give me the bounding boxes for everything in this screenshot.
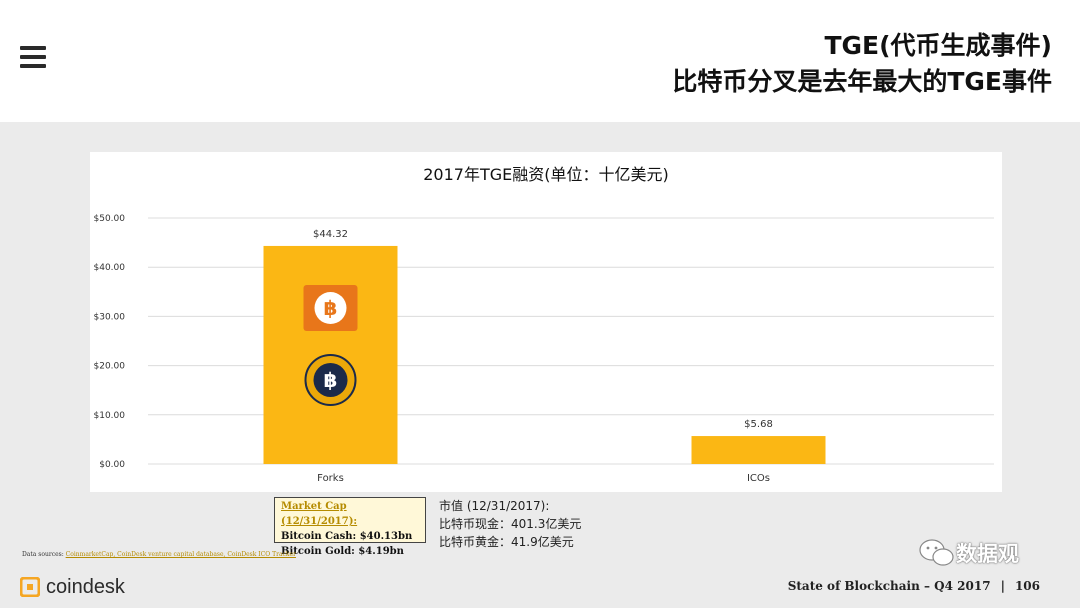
market-cap-note-cn: 市值 (12/31/2017): 比特币现金：401.3亿美元 比特币黄金：41… [439, 497, 581, 551]
x-tick-label: ICOs [747, 473, 770, 484]
y-tick-label: $0.00 [99, 460, 125, 470]
cn-note-line-3: 比特币黄金：41.9亿美元 [439, 535, 574, 549]
title-line-1: TGE(代币生成事件) [824, 31, 1052, 60]
market-cap-btg: Bitcoin Gold: $4.19bn [281, 546, 404, 557]
chart-title: 2017年TGE融资(单位：十亿美元) [423, 165, 669, 184]
coindesk-logo-icon [19, 576, 41, 598]
cn-note-line-2: 比特币现金：401.3亿美元 [439, 517, 582, 531]
bar-icos [691, 436, 826, 464]
data-label: $5.68 [744, 419, 773, 430]
coindesk-logo: coindesk [19, 574, 125, 600]
y-tick-label: $10.00 [94, 411, 126, 421]
chart-card: 2017年TGE融资(单位：十亿美元) $0.00 $10.00 $20.00 $30.… [90, 152, 1002, 492]
y-tick-label: $20.00 [94, 362, 126, 372]
header-bar: TGE(代币生成事件) 比特币分叉是去年最大的TGE事件 [0, 0, 1080, 122]
market-cap-title: Market Cap (12/31/2017): [281, 501, 358, 527]
y-tick-label: $30.00 [94, 312, 126, 322]
sources-links[interactable]: CoinmarketCap, CoinDesk venture capital … [65, 551, 296, 558]
sources-label: Data sources: [22, 551, 64, 558]
svg-text:฿: ฿ [324, 368, 338, 392]
wechat-badge: 数据观 [918, 538, 1019, 568]
y-tick-label: $50.00 [94, 214, 126, 224]
market-cap-bch: Bitcoin Cash: $40.13bn [281, 531, 413, 542]
y-tick-label: $40.00 [94, 263, 126, 273]
page-title: TGE(代币生成事件) 比特币分叉是去年最大的TGE事件 [672, 28, 1052, 100]
title-line-2: 比特币分叉是去年最大的TGE事件 [672, 67, 1052, 96]
footer: State of Blockchain – Q4 2017 | 106 [788, 579, 1040, 593]
bitcoin-cash-logo: ฿ [303, 285, 358, 331]
svg-text:฿: ฿ [324, 296, 338, 320]
footer-separator: | [1000, 579, 1005, 593]
page-number: 106 [1014, 579, 1040, 593]
data-label: $44.32 [313, 229, 348, 240]
bar-chart: 2017年TGE融资(单位：十亿美元) $0.00 $10.00 $20.00 $30.… [94, 165, 994, 484]
coindesk-logo-text: coindesk [46, 575, 125, 598]
wechat-icon [919, 539, 954, 566]
cn-note-line-1: 市值 (12/31/2017): [439, 499, 550, 513]
market-cap-box: Market Cap (12/31/2017): Bitcoin Cash: $… [274, 497, 426, 557]
hamburger-menu-icon[interactable] [20, 46, 46, 68]
x-tick-label: Forks [317, 473, 344, 484]
bitcoin-gold-logo: ฿ [304, 354, 357, 406]
badge-text: 数据观 [956, 542, 1019, 566]
data-sources: Data sources: CoinmarketCap, CoinDesk ve… [22, 551, 296, 558]
footer-report: State of Blockchain – Q4 2017 [787, 579, 991, 593]
